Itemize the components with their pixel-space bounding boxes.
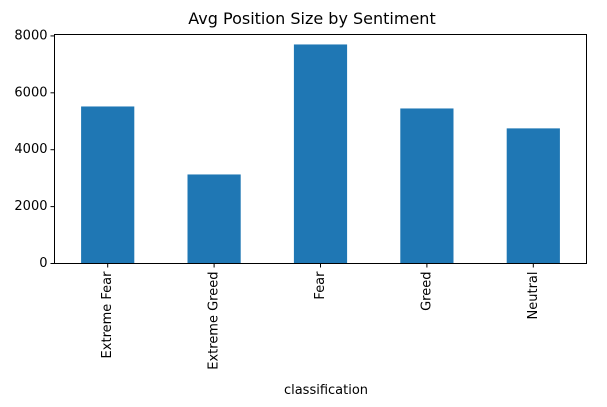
bar-greed: [400, 108, 454, 264]
y-tick-label-6000: 6000: [14, 85, 47, 100]
plot-frame: [54, 34, 587, 264]
x-tick-label-fear: Fear: [313, 271, 328, 300]
x-axis-label: classification: [284, 383, 368, 398]
y-axis: 0 2000 4000 6000 8000: [14, 28, 55, 271]
y-tick-label-8000: 8000: [14, 28, 47, 43]
y-tick-label-2000: 2000: [14, 199, 47, 214]
bar-neutral: [506, 128, 560, 264]
bar-extreme-fear: [81, 106, 135, 264]
x-axis: Extreme Fear Extreme Greed Fear Greed Neutra…: [100, 263, 541, 370]
bars-group: [81, 44, 560, 264]
bar-fear: [293, 44, 348, 264]
x-tick-label-extreme-greed: Extreme Greed: [207, 272, 222, 370]
x-tick-label-neutral: Neutral: [526, 272, 541, 320]
y-tick-label-4000: 4000: [14, 142, 47, 157]
x-tick-label-extreme-fear: Extreme Fear: [100, 271, 115, 359]
chart-title: Avg Position Size by Sentiment: [188, 9, 435, 28]
x-tick-label-greed: Greed: [419, 272, 434, 311]
y-tick-label-0: 0: [39, 256, 47, 271]
bar-extreme-greed: [187, 174, 241, 264]
